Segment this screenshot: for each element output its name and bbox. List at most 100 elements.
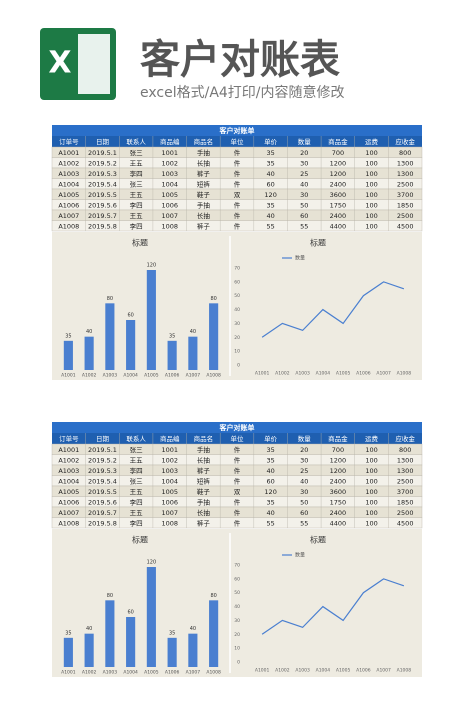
table-cell: 1300 <box>397 159 414 167</box>
table-cell: 55 <box>266 519 274 527</box>
x-tick-label: A1003 <box>295 371 310 377</box>
table-cell: 1200 <box>330 456 347 464</box>
table-cell: 2500 <box>397 509 414 517</box>
table-cell: 2019.5.1 <box>88 149 117 157</box>
table-cell: 2019.5.8 <box>88 519 117 527</box>
table-cell: 2500 <box>397 212 414 220</box>
table-cell: 张三 <box>130 179 144 188</box>
table-cell: 1005 <box>161 488 178 496</box>
table-cell: 100 <box>365 180 377 188</box>
column-header: 运费 <box>365 434 379 443</box>
x-tick-label: A1002 <box>275 668 290 674</box>
table-cell: 2019.5.7 <box>88 509 117 517</box>
table-cell: 20 <box>300 446 308 454</box>
table-cell: 1007 <box>161 509 178 517</box>
bar-value-label: 120 <box>147 263 157 269</box>
table-cell: 30 <box>300 488 308 496</box>
table-cell: 1750 <box>330 498 347 506</box>
table-cell: 3600 <box>330 488 347 496</box>
bar <box>146 567 156 667</box>
table-cell: 100 <box>365 201 377 209</box>
bar-category-label: A1006 <box>165 670 180 676</box>
x-tick-label: A1008 <box>397 668 412 674</box>
table-row <box>51 517 423 529</box>
bar-category-label: A1008 <box>206 670 221 676</box>
column-header: 应收金 <box>395 137 415 146</box>
table-cell: 件 <box>234 148 241 157</box>
table-cell: 1200 <box>330 159 347 167</box>
table-cell: 件 <box>234 158 241 167</box>
bar-value-label: 35 <box>65 333 71 339</box>
table-cell: 700 <box>332 149 344 157</box>
table-cell: 鞋子 <box>197 190 211 199</box>
table-cell: 2400 <box>330 212 347 220</box>
table-cell: 裤子 <box>197 466 211 475</box>
column-header: 应收金 <box>395 434 415 443</box>
column-header: 运费 <box>365 137 379 146</box>
table-cell: 25 <box>300 467 308 475</box>
bar-chart-title: 标题 <box>132 238 148 248</box>
table-cell: 1008 <box>161 519 178 527</box>
table-cell: 3600 <box>330 191 347 199</box>
table-cell: 100 <box>365 159 377 167</box>
table-cell: 1750 <box>330 201 347 209</box>
bar <box>167 637 177 667</box>
column-header: 商品金 <box>328 434 348 443</box>
table-cell: 2019.5.6 <box>88 498 117 506</box>
table-cell: 王五 <box>130 191 144 199</box>
table-cell: 1007 <box>161 212 178 220</box>
table-cell: 王五 <box>130 159 144 167</box>
table-cell: 李四 <box>130 221 143 230</box>
table-cell: 李四 <box>130 169 143 178</box>
table-cell: 35 <box>266 201 274 209</box>
column-header: 联系人 <box>126 434 146 443</box>
subtitle: excel格式/A4打印/内容随意修改 <box>140 84 345 101</box>
bar-category-label: A1007 <box>186 670 201 676</box>
bar-value-label: 80 <box>107 296 113 302</box>
table-cell: 张三 <box>130 476 144 485</box>
bar <box>84 633 94 667</box>
table-cell: 1006 <box>161 498 178 506</box>
bar-category-label: A1005 <box>144 373 159 379</box>
column-header: 日期 <box>96 138 110 146</box>
icon-letter: X <box>48 46 71 81</box>
table-cell: 短裤 <box>197 476 211 485</box>
table-cell: 件 <box>234 445 241 454</box>
table-cell: 王五 <box>130 456 144 464</box>
table-cell: 件 <box>234 169 241 178</box>
table-title-bar <box>52 422 422 433</box>
table-cell: A1005 <box>58 191 79 199</box>
bar-value-label: 80 <box>210 296 216 302</box>
bar-category-label: A1004 <box>123 373 138 379</box>
legend-label: 数量 <box>295 255 305 262</box>
column-header: 订单号 <box>59 137 79 146</box>
table-cell: 王五 <box>130 488 144 496</box>
table-cell: 40 <box>300 477 308 485</box>
column-header: 数量 <box>298 434 312 443</box>
bar-category-label: A1001 <box>61 670 76 676</box>
bar-category-label: A1008 <box>206 373 221 379</box>
table-cell: 100 <box>365 446 377 454</box>
table-cell: 长抽 <box>197 211 211 220</box>
x-tick-label: A1001 <box>255 668 270 674</box>
table-cell: 长抽 <box>197 158 211 167</box>
y-tick-label: 60 <box>234 576 240 582</box>
x-tick-label: A1007 <box>376 371 391 377</box>
y-tick-label: 20 <box>234 335 240 341</box>
table-cell: 1008 <box>161 222 178 230</box>
table-cell: A1002 <box>58 456 79 464</box>
table-row <box>51 220 423 232</box>
column-header: 订单号 <box>59 434 79 443</box>
table-cell: 2500 <box>397 477 414 485</box>
column-header: 商品名 <box>194 434 214 443</box>
table-cell: 1002 <box>161 456 178 464</box>
x-tick-label: A1004 <box>316 668 331 674</box>
bar <box>188 336 198 370</box>
table-cell: 裤子 <box>197 518 211 527</box>
table-cell: 30 <box>300 191 308 199</box>
table-cell: 100 <box>365 456 377 464</box>
bar <box>209 303 219 370</box>
table-cell: A1004 <box>58 477 79 485</box>
